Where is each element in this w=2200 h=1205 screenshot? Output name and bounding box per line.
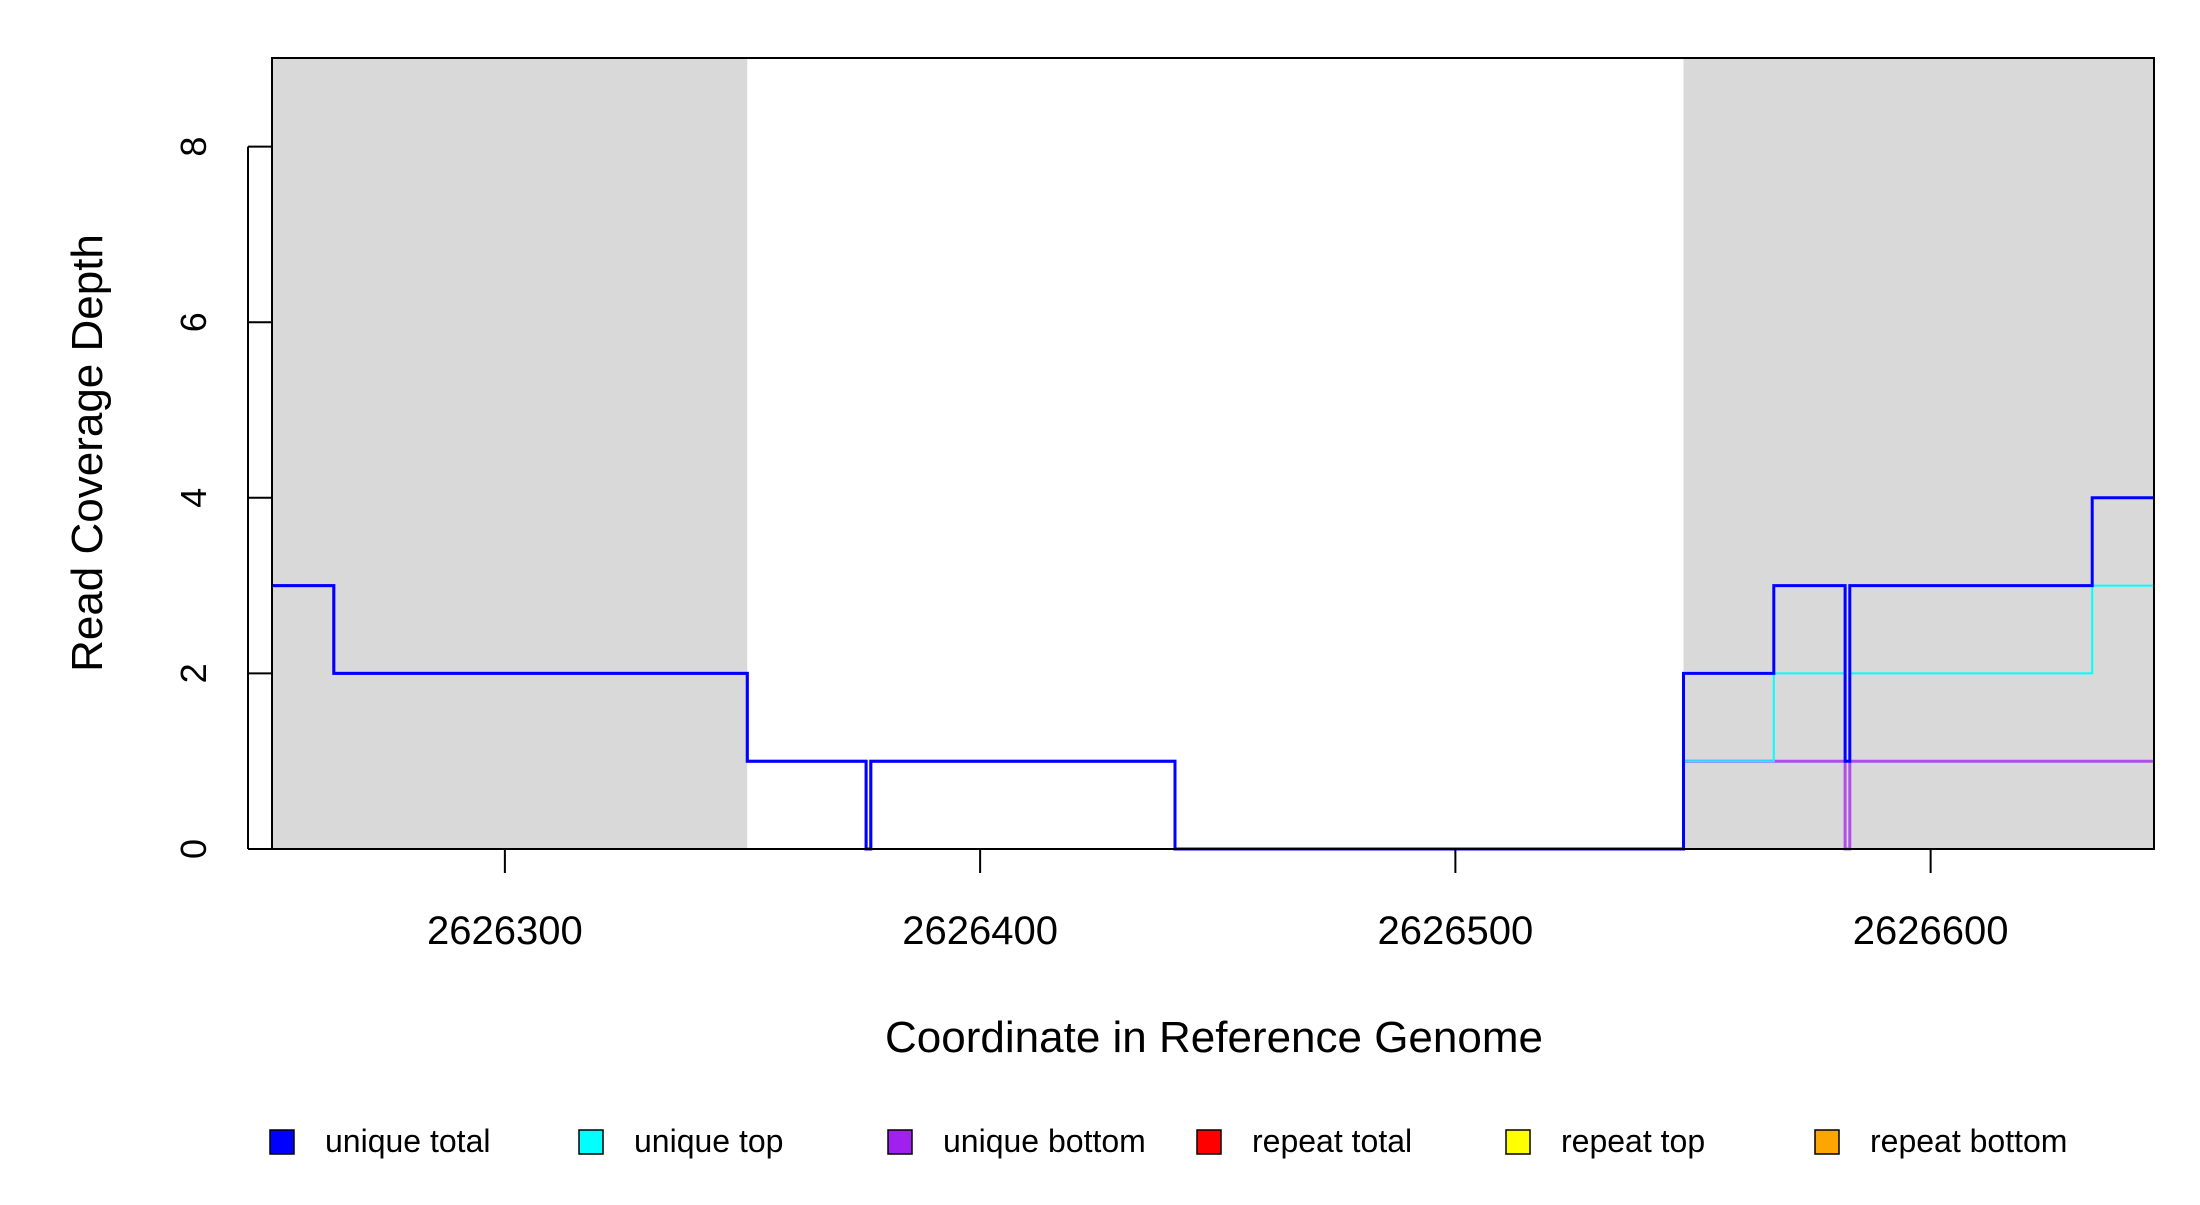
legend-swatch-repeat-top [1505,1129,1531,1155]
legend-swatch-repeat-total [1196,1129,1222,1155]
legend: unique total unique top unique bottom repea… [269,1123,2067,1159]
x-tick-label-2626600: 2626600 [1853,909,2009,953]
x-axis: 2626300 2626400 2626500 2626600 [427,849,2008,953]
x-tick-label-2626300: 2626300 [427,909,583,953]
y-tick-label-8: 8 [173,137,214,157]
shaded-region-2 [1683,58,2154,849]
x-tick-label-2626500: 2626500 [1378,909,1534,953]
y-tick-label-0: 0 [173,839,214,859]
legend-swatch-repeat-bottom [1814,1129,1840,1155]
legend-label-unique-bottom: unique bottom [943,1123,1146,1159]
x-axis-title: Coordinate in Reference Genome [885,1013,1543,1062]
y-tick-label-2: 2 [173,663,214,683]
legend-label-repeat-bottom: repeat bottom [1870,1123,2067,1159]
shaded-regions [272,58,2154,849]
legend-label-unique-total: unique total [325,1123,490,1159]
y-tick-label-4: 4 [173,488,214,508]
legend-swatch-unique-bottom [887,1129,913,1155]
legend-label-repeat-top: repeat top [1561,1123,1705,1159]
legend-swatch-unique-top [578,1129,604,1155]
y-axis: 0 2 4 6 8 [173,137,272,859]
legend-label-repeat-total: repeat total [1252,1123,1412,1159]
y-axis-title: Read Coverage Depth [63,234,112,672]
x-tick-label-2626400: 2626400 [902,909,1058,953]
legend-label-unique-top: unique top [634,1123,783,1159]
shaded-region-1 [272,58,748,849]
y-tick-label-6: 6 [173,312,214,332]
legend-swatch-unique-total [269,1129,295,1155]
plot-frame [271,57,2155,850]
